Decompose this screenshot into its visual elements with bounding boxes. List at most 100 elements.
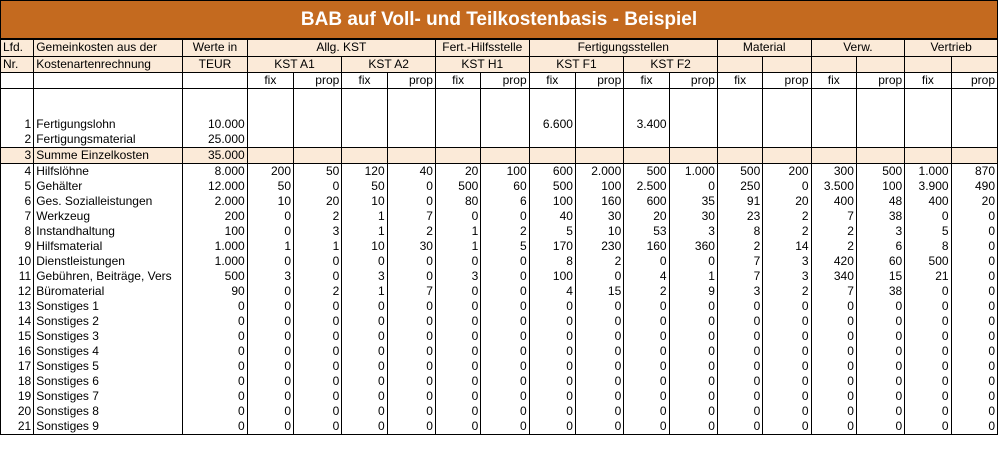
amount-cell[interactable] xyxy=(668,147,718,164)
value-cell[interactable]: 35.000 xyxy=(182,147,248,164)
amount-cell[interactable]: 2 xyxy=(716,239,764,254)
amount-cell[interactable] xyxy=(292,147,343,164)
amount-cell[interactable]: 5 xyxy=(528,224,576,239)
amount-cell[interactable]: 4 xyxy=(528,284,576,299)
amount-cell[interactable]: 490 xyxy=(950,179,998,194)
amount-cell[interactable]: 2 xyxy=(810,239,857,254)
amount-cell[interactable]: 0 xyxy=(716,299,764,314)
amount-cell[interactable]: 0 xyxy=(668,419,718,435)
amount-cell[interactable]: 1 xyxy=(292,239,343,254)
amount-cell[interactable]: 0 xyxy=(480,389,530,404)
amount-cell[interactable]: 0 xyxy=(762,179,812,194)
amount-cell[interactable]: 2 xyxy=(762,284,812,299)
amount-cell[interactable]: 1 xyxy=(434,239,482,254)
amount-cell[interactable]: 0 xyxy=(434,299,482,314)
amount-cell[interactable]: 8 xyxy=(528,254,576,269)
amount-cell[interactable]: 0 xyxy=(480,269,530,284)
amount-cell[interactable] xyxy=(762,132,812,148)
amount-cell[interactable] xyxy=(904,117,952,132)
amount-cell[interactable]: 0 xyxy=(904,374,952,389)
amount-cell[interactable]: 0 xyxy=(762,419,812,435)
amount-cell[interactable]: 9 xyxy=(668,284,718,299)
amount-cell[interactable] xyxy=(292,132,343,148)
amount-cell[interactable]: 50 xyxy=(246,179,295,194)
amount-cell[interactable]: 0 xyxy=(950,314,998,329)
amount-cell[interactable]: 0 xyxy=(668,359,718,374)
amount-cell[interactable]: 0 xyxy=(668,179,718,194)
amount-cell[interactable]: 0 xyxy=(246,254,295,269)
amount-cell[interactable] xyxy=(341,117,388,132)
row-number-cell[interactable]: 14 xyxy=(0,314,35,329)
amount-cell[interactable]: 0 xyxy=(528,359,576,374)
amount-cell[interactable]: 0 xyxy=(716,374,764,389)
row-number-cell[interactable]: 12 xyxy=(0,284,35,299)
amount-cell[interactable]: 0 xyxy=(668,314,718,329)
cost-type-cell[interactable]: Gebühren, Beiträge, Vers xyxy=(33,269,184,284)
amount-cell[interactable]: 0 xyxy=(950,404,998,419)
amount-cell[interactable]: 7 xyxy=(716,254,764,269)
amount-cell[interactable]: 30 xyxy=(386,239,436,254)
cost-type-cell[interactable]: Sonstiges 5 xyxy=(33,359,184,374)
amount-cell[interactable]: 0 xyxy=(528,344,576,359)
amount-cell[interactable]: 21 xyxy=(904,269,952,284)
value-cell[interactable]: 0 xyxy=(182,389,248,404)
amount-cell[interactable] xyxy=(716,117,764,132)
amount-cell[interactable]: 0 xyxy=(855,344,906,359)
amount-cell[interactable]: 0 xyxy=(386,344,436,359)
amount-cell[interactable]: 3 xyxy=(341,269,388,284)
amount-cell[interactable]: 0 xyxy=(762,314,812,329)
amount-cell[interactable]: 0 xyxy=(292,299,343,314)
amount-cell[interactable]: 160 xyxy=(623,239,670,254)
amount-cell[interactable]: 0 xyxy=(904,314,952,329)
amount-cell[interactable] xyxy=(386,117,436,132)
amount-cell[interactable]: 0 xyxy=(246,404,295,419)
amount-cell[interactable]: 0 xyxy=(904,404,952,419)
amount-cell[interactable]: 0 xyxy=(386,329,436,344)
amount-cell[interactable]: 1 xyxy=(341,224,388,239)
amount-cell[interactable]: 38 xyxy=(855,284,906,299)
amount-cell[interactable]: 340 xyxy=(810,269,857,284)
amount-cell[interactable]: 100 xyxy=(855,179,906,194)
row-number-cell[interactable]: 11 xyxy=(0,269,35,284)
amount-cell[interactable]: 3 xyxy=(855,224,906,239)
row-number-cell[interactable]: 19 xyxy=(0,389,35,404)
amount-cell[interactable]: 0 xyxy=(528,404,576,419)
amount-cell[interactable]: 0 xyxy=(292,419,343,435)
cost-type-cell[interactable]: Dienstleistungen xyxy=(33,254,184,269)
amount-cell[interactable]: 0 xyxy=(434,329,482,344)
amount-cell[interactable]: 0 xyxy=(386,389,436,404)
amount-cell[interactable]: 10 xyxy=(574,224,625,239)
value-cell[interactable]: 10.000 xyxy=(182,117,248,132)
amount-cell[interactable]: 2.000 xyxy=(574,163,625,179)
amount-cell[interactable]: 0 xyxy=(434,314,482,329)
cost-type-cell[interactable]: Sonstiges 3 xyxy=(33,329,184,344)
amount-cell[interactable]: 0 xyxy=(762,374,812,389)
amount-cell[interactable]: 0 xyxy=(480,299,530,314)
amount-cell[interactable]: 0 xyxy=(386,269,436,284)
amount-cell[interactable]: 0 xyxy=(904,329,952,344)
cost-type-cell[interactable]: Sonstiges 9 xyxy=(33,419,184,435)
amount-cell[interactable]: 7 xyxy=(716,269,764,284)
cost-type-cell[interactable]: Sonstiges 7 xyxy=(33,389,184,404)
amount-cell[interactable]: 0 xyxy=(341,374,388,389)
row-number-cell[interactable]: 13 xyxy=(0,299,35,314)
amount-cell[interactable]: 0 xyxy=(810,359,857,374)
amount-cell[interactable]: 0 xyxy=(386,194,436,209)
cost-type-cell[interactable]: Hilfslöhne xyxy=(33,163,184,179)
cost-type-cell[interactable]: Sonstiges 1 xyxy=(33,299,184,314)
amount-cell[interactable]: 0 xyxy=(762,359,812,374)
amount-cell[interactable] xyxy=(668,117,718,132)
cost-type-cell[interactable]: Sonstiges 2 xyxy=(33,314,184,329)
amount-cell[interactable]: 6 xyxy=(480,194,530,209)
amount-cell[interactable]: 500 xyxy=(623,163,670,179)
value-cell[interactable]: 100 xyxy=(182,224,248,239)
amount-cell[interactable]: 0 xyxy=(716,419,764,435)
amount-cell[interactable]: 0 xyxy=(950,419,998,435)
amount-cell[interactable] xyxy=(574,117,625,132)
amount-cell[interactable]: 3 xyxy=(762,254,812,269)
amount-cell[interactable]: 0 xyxy=(762,299,812,314)
amount-cell[interactable]: 0 xyxy=(623,374,670,389)
amount-cell[interactable]: 1 xyxy=(434,224,482,239)
amount-cell[interactable]: 1.000 xyxy=(904,163,952,179)
amount-cell[interactable]: 0 xyxy=(762,329,812,344)
